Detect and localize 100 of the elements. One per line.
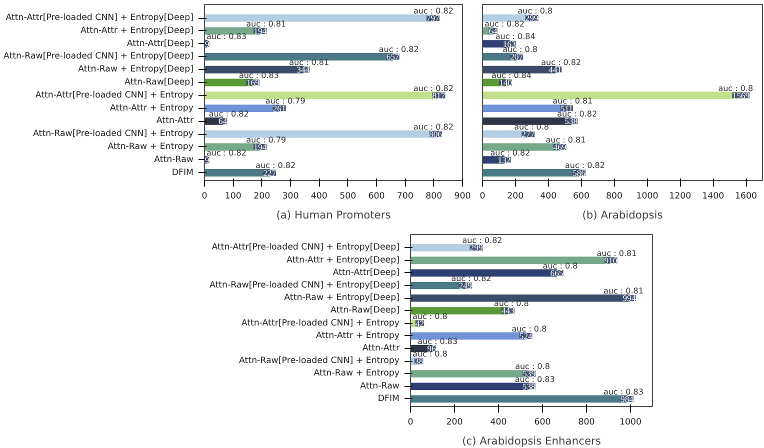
data-label: 277 — [522, 129, 536, 140]
annotation: auc : 0.82 — [206, 148, 246, 158]
annotation: auc : 0.82 — [490, 148, 530, 158]
annotation: auc : 0.82 — [256, 161, 296, 170]
x-tick-label: 600 — [534, 418, 551, 428]
annotation: auc : 0.8 — [518, 6, 553, 16]
annotation: auc : 0.8 — [494, 299, 529, 308]
annotation: auc : 0.81 — [604, 286, 644, 296]
y-tick-label: Attn-Attr[Deep] — [332, 268, 400, 278]
annotation: auc : 0.81 — [552, 96, 593, 106]
y-tick-label: Attn-Attr[Pre-loaded CNN] + Entropy — [35, 90, 194, 100]
data-label: 140 — [499, 78, 512, 88]
y-tick-label: Attn-Raw + Entropy[Deep] — [78, 64, 194, 75]
data-label: 194 — [254, 26, 268, 36]
annotation: auc : 0.8 — [515, 362, 550, 372]
data-label: 194 — [254, 142, 268, 152]
annotation: auc : 0.83 — [206, 32, 246, 42]
data-label: 443 — [501, 306, 514, 316]
annotation: auc : 0.82 — [414, 6, 454, 16]
y-tick-label: Attn-Attr[Deep] — [126, 38, 194, 49]
annotation: auc : 0.81 — [289, 58, 330, 68]
data-label: 344 — [296, 64, 310, 75]
x-tick-label: 100 — [224, 192, 242, 202]
annotation: auc : 0.81 — [546, 135, 586, 144]
annotation: auc : 0.8 — [512, 324, 547, 334]
x-tick-label: 600 — [573, 192, 590, 202]
data-label: 657 — [386, 52, 400, 62]
x-tick-label: 800 — [606, 192, 623, 202]
data-label: 1569 — [732, 90, 750, 100]
y-tick-label: Attn-Raw + Entropy[Deep] — [284, 293, 400, 304]
data-label: 64 — [488, 26, 498, 36]
x-tick-label: 700 — [396, 192, 414, 202]
data-label: 249 — [458, 280, 472, 291]
x-tick-label: 0 — [202, 192, 208, 202]
annotation: auc : 0.82 — [208, 110, 249, 119]
y-tick-label: Attn-Attr[Pre-loaded CNN] + Entropy[Deep] — [6, 13, 194, 24]
annotation: auc : 0.8 — [514, 122, 549, 132]
annotation: auc : 0.82 — [462, 236, 502, 246]
data-label: 441 — [548, 64, 562, 75]
annotation: auc : 0.84 — [492, 70, 532, 80]
data-label: 132 — [498, 154, 511, 165]
x-tick-label: 1400 — [702, 192, 724, 202]
data-label: 469 — [553, 142, 566, 152]
annotation: auc : 0.82 — [378, 45, 419, 54]
y-tick-label: Attn-Attr + Entropy[Deep] — [286, 255, 400, 266]
annotation: auc : 0.82 — [541, 58, 582, 68]
text: (a) Human Promoters — [276, 208, 392, 222]
y-tick-label: Attn-Raw — [154, 154, 194, 165]
data-label: 207 — [510, 52, 524, 62]
text: (b) Arabidopsis — [582, 208, 664, 222]
y-tick-label: Attn-Attr + Entropy[Deep] — [80, 26, 194, 36]
x-tick-label: 200 — [507, 192, 524, 202]
y-tick-label: Attn-Raw — [360, 381, 400, 392]
text: (c) Arabidopsis Enhancers — [462, 434, 602, 448]
x-tick-label: 400 — [490, 418, 507, 428]
y-tick-label: Attn-Raw + Entropy — [108, 142, 194, 152]
data-label: 524 — [519, 330, 533, 341]
data-label: 586 — [572, 168, 586, 178]
annotation: auc : 0.82 — [484, 19, 524, 28]
annotation: auc : 0.83 — [604, 387, 644, 396]
data-label: 806 — [429, 129, 443, 140]
annotation: auc : 0.82 — [451, 274, 492, 284]
annotation: auc : 0.8 — [542, 261, 578, 270]
y-tick-label: Attn-Attr + Entropy — [110, 103, 194, 114]
annotation: auc : 0.79 — [246, 135, 286, 144]
data-label: 64 — [218, 116, 228, 126]
data-label: 299 — [470, 242, 483, 253]
y-tick-label: Attn-Raw[Pre-loaded CNN] + Entropy[Deep] — [209, 280, 400, 291]
data-label: 910 — [604, 255, 618, 266]
y-tick-label: DFIM — [378, 394, 400, 404]
data-label: 984 — [620, 394, 634, 404]
x-tick-label: 200 — [254, 192, 270, 202]
x-tick-label: 1600 — [735, 192, 758, 202]
y-tick-label: Attn-Attr[Pre-loaded CNN] + Entropy — [241, 318, 400, 328]
x-tick-label: 900 — [454, 192, 471, 202]
x-tick-label: 800 — [426, 192, 442, 202]
annotation: auc : 0.79 — [265, 96, 306, 106]
data-label: 538 — [522, 381, 536, 392]
y-tick-label: Attn-Raw[Pre-loaded CNN] + Entropy — [33, 129, 194, 140]
x-tick-label: 800 — [578, 418, 595, 428]
data-label: 994 — [622, 293, 636, 304]
data-label: 299 — [525, 13, 538, 24]
data-label: 9 — [204, 38, 210, 49]
x-tick-label: 200 — [446, 418, 463, 428]
data-label: 38 — [414, 356, 424, 366]
annotation: auc : 0.81 — [596, 248, 637, 258]
annotation: auc : 0.81 — [246, 19, 286, 28]
x-tick-label: 1000 — [619, 418, 642, 428]
annotation: auc : 0.82 — [414, 122, 454, 132]
x-tick-label: 0 — [480, 192, 486, 202]
data-label: 817 — [432, 90, 446, 100]
data-label: 538 — [564, 116, 578, 126]
data-label: 665 — [550, 268, 564, 278]
data-label: 163 — [502, 38, 516, 49]
y-tick-label: Attn-Raw[Deep] — [330, 306, 400, 316]
y-tick-label: Attn-Attr + Entropy — [316, 330, 400, 341]
data-label: 42 — [415, 318, 424, 328]
y-tick-label: Attn-Raw[Pre-loaded CNN] + Entropy[Deep] — [3, 52, 194, 62]
annotation: auc : 0.8 — [718, 84, 754, 93]
annotation: auc : 0.83 — [238, 70, 279, 80]
